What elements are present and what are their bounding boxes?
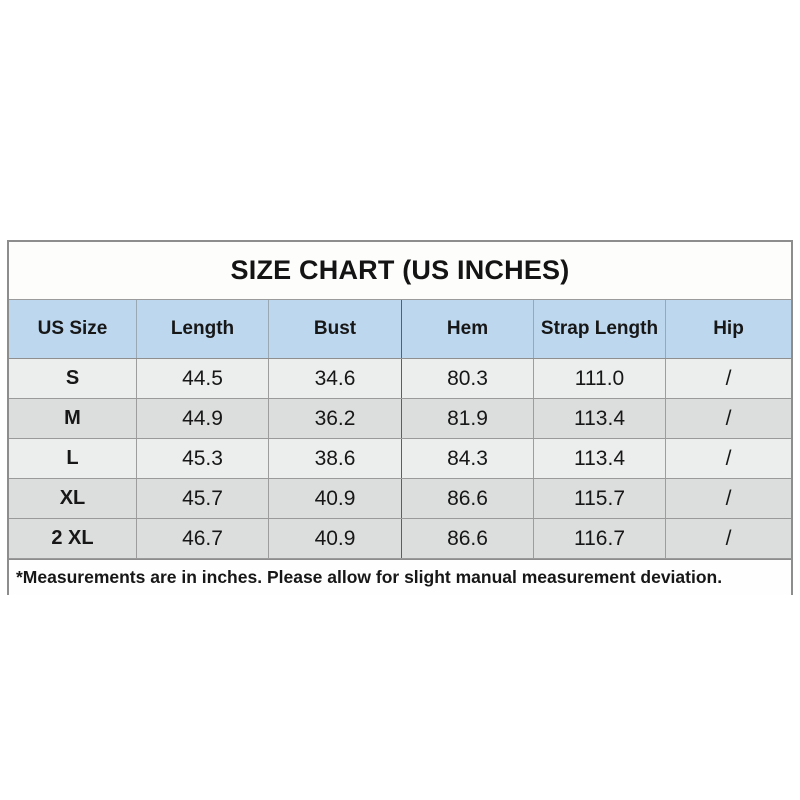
cell-hem: 84.3 <box>402 439 534 478</box>
cell-length: 45.7 <box>137 479 269 518</box>
table-row: M 44.9 36.2 81.9 113.4 / <box>9 399 791 439</box>
measurement-disclaimer: *Measurements are in inches. Please allo… <box>16 567 723 587</box>
cell-size: M <box>9 399 137 438</box>
column-header-length: Length <box>137 300 269 358</box>
cell-hip: / <box>666 359 791 398</box>
table-row: L 45.3 38.6 84.3 113.4 / <box>9 439 791 479</box>
size-chart-table: SIZE CHART (US INCHES) US Size Length Bu… <box>7 240 793 595</box>
table-row: XL 45.7 40.9 86.6 115.7 / <box>9 479 791 519</box>
column-header-hem: Hem <box>402 300 534 358</box>
cell-hip: / <box>666 479 791 518</box>
column-header-us-size: US Size <box>9 300 137 358</box>
cell-bust: 40.9 <box>269 479 402 518</box>
cell-bust: 38.6 <box>269 439 402 478</box>
cell-hem: 81.9 <box>402 399 534 438</box>
table-row: S 44.5 34.6 80.3 111.0 / <box>9 359 791 399</box>
cell-bust: 36.2 <box>269 399 402 438</box>
table-header-row: US Size Length Bust Hem Strap Length Hip <box>9 300 791 359</box>
cell-length: 44.5 <box>137 359 269 398</box>
column-header-bust: Bust <box>269 300 402 358</box>
cell-length: 46.7 <box>137 519 269 558</box>
cell-length: 44.9 <box>137 399 269 438</box>
cell-size: S <box>9 359 137 398</box>
column-header-strap-length: Strap Length <box>534 300 666 358</box>
cell-length: 45.3 <box>137 439 269 478</box>
table-grid: US Size Length Bust Hem Strap Length Hip… <box>9 300 791 595</box>
cell-strap-length: 111.0 <box>534 359 666 398</box>
cell-size: L <box>9 439 137 478</box>
cell-strap-length: 115.7 <box>534 479 666 518</box>
cell-bust: 34.6 <box>269 359 402 398</box>
cell-hem: 86.6 <box>402 519 534 558</box>
cell-hem: 80.3 <box>402 359 534 398</box>
column-header-hip: Hip <box>666 300 791 358</box>
cell-size: XL <box>9 479 137 518</box>
cell-strap-length: 113.4 <box>534 439 666 478</box>
cell-hip: / <box>666 519 791 558</box>
cell-hem: 86.6 <box>402 479 534 518</box>
cell-hip: / <box>666 399 791 438</box>
table-footnote-row: *Measurements are in inches. Please allo… <box>9 559 791 595</box>
table-row: 2 XL 46.7 40.9 86.6 116.7 / <box>9 519 791 559</box>
cell-strap-length: 113.4 <box>534 399 666 438</box>
page-title: SIZE CHART (US INCHES) <box>230 255 570 285</box>
cell-bust: 40.9 <box>269 519 402 558</box>
chart-title-band: SIZE CHART (US INCHES) <box>9 242 791 300</box>
cell-strap-length: 116.7 <box>534 519 666 558</box>
cell-size: 2 XL <box>9 519 137 558</box>
cell-hip: / <box>666 439 791 478</box>
